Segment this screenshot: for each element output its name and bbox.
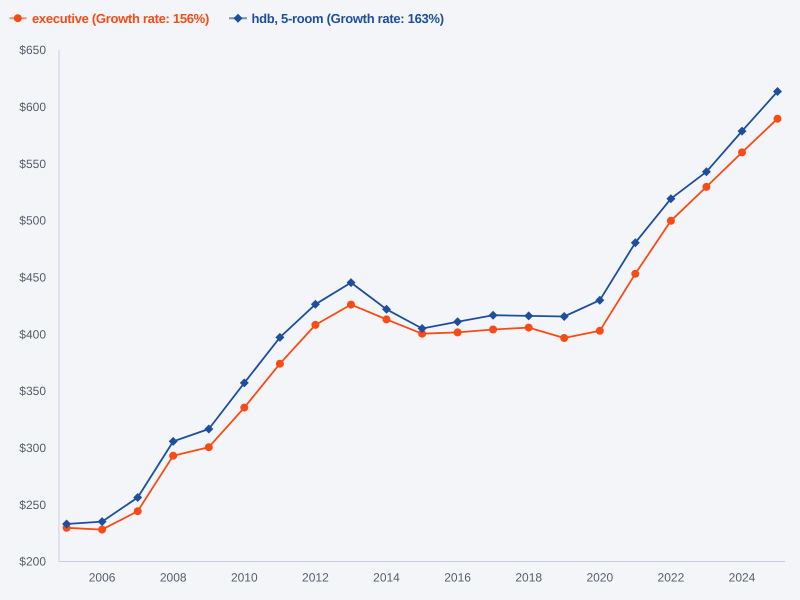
svg-text:2012: 2012 xyxy=(302,571,329,585)
svg-text:$600: $600 xyxy=(19,100,46,114)
svg-text:$450: $450 xyxy=(19,271,46,285)
svg-text:$350: $350 xyxy=(19,384,46,398)
svg-text:2010: 2010 xyxy=(231,571,258,585)
svg-text:$250: $250 xyxy=(19,498,46,512)
svg-text:2020: 2020 xyxy=(586,571,613,585)
svg-text:hdb, 5-room (Growth rate: 163%: hdb, 5-room (Growth rate: 163%) xyxy=(252,11,444,26)
svg-text:2024: 2024 xyxy=(729,571,756,585)
svg-text:$650: $650 xyxy=(19,43,46,57)
svg-text:$500: $500 xyxy=(19,214,46,228)
svg-text:$400: $400 xyxy=(19,327,46,341)
svg-text:2018: 2018 xyxy=(515,571,542,585)
svg-text:2006: 2006 xyxy=(89,571,116,585)
svg-text:2008: 2008 xyxy=(160,571,187,585)
svg-text:2022: 2022 xyxy=(658,571,685,585)
svg-text:2014: 2014 xyxy=(373,571,400,585)
svg-text:$300: $300 xyxy=(19,441,46,455)
svg-text:executive (Growth rate: 156%): executive (Growth rate: 156%) xyxy=(32,11,209,26)
svg-text:$550: $550 xyxy=(19,157,46,171)
svg-text:2016: 2016 xyxy=(444,571,471,585)
svg-text:$200: $200 xyxy=(19,555,46,569)
